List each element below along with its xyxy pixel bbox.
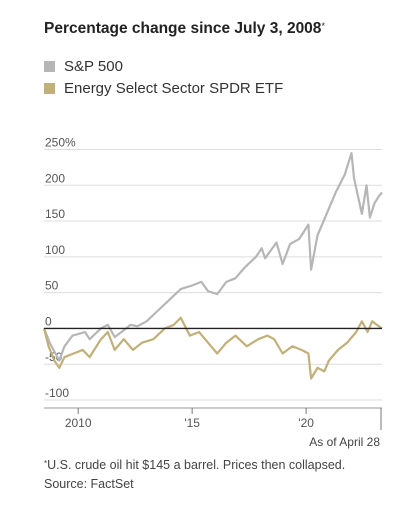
y-tick-label: 50 — [45, 279, 59, 293]
chart-title-text: Percentage change since July 3, 2008 — [44, 20, 322, 37]
y-tick-label: 0 — [45, 314, 52, 328]
source-note: Source: FactSet — [44, 477, 134, 491]
y-tick-label: 100 — [45, 243, 65, 257]
legend-item-sp500: S&P 500 — [44, 58, 123, 75]
y-tick-label: 200 — [45, 171, 65, 185]
series-lines — [42, 152, 383, 380]
series-line-sp500 — [42, 152, 383, 362]
y-tick-label: -100 — [45, 386, 69, 400]
y-tick-label: 150 — [45, 207, 65, 221]
legend-label-energy: Energy Select Sector SPDR ETF — [64, 80, 284, 97]
chart-title: Percentage change since July 3, 2008* — [44, 20, 325, 38]
footnote-text: U.S. crude oil hit $145 a barrel. Prices… — [47, 458, 346, 472]
x-end-label: As of April 28 — [309, 435, 380, 449]
legend-label-sp500: S&P 500 — [64, 58, 123, 75]
legend-swatch-energy — [44, 83, 55, 94]
series-line-energy — [42, 316, 383, 380]
grid-lines — [44, 148, 382, 401]
title-note-mark: * — [321, 21, 325, 31]
legend-item-energy: Energy Select Sector SPDR ETF — [44, 80, 283, 97]
x-tick-label: '20 — [298, 416, 314, 430]
legend-swatch-sp500 — [44, 61, 55, 72]
footnote-mark: * — [44, 459, 48, 468]
x-tick-label: 2010 — [65, 416, 92, 430]
x-tick-label: '15 — [184, 416, 200, 430]
y-tick-label: 250% — [45, 135, 76, 149]
x-axis: 2010 '15 '20 As of April 28 — [44, 407, 382, 449]
footnote: *U.S. crude oil hit $145 a barrel. Price… — [44, 458, 345, 472]
